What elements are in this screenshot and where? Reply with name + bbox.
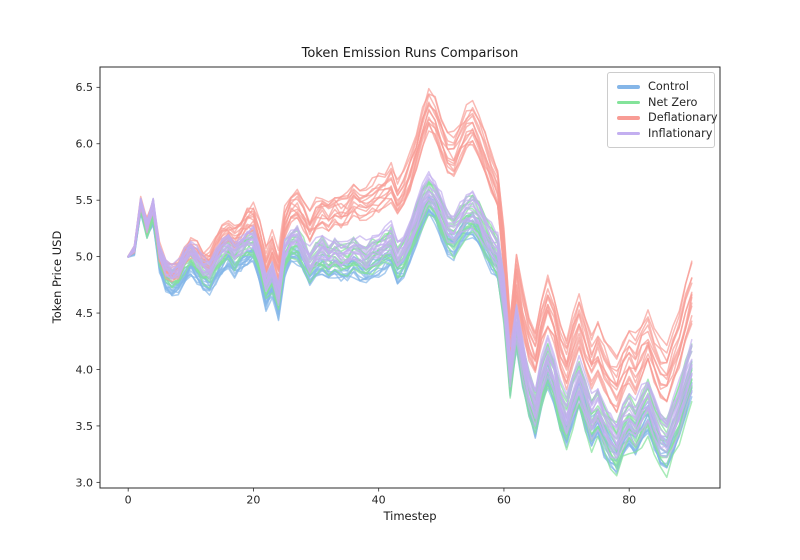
y-tick-label: 4.5 [76,307,94,320]
series-deflationary [127,87,693,414]
y-axis-ticks: 3.0 3.5 4.0 4.5 5.0 5.5 6.0 6.5 [76,81,100,489]
legend-item-deflationary: Deflationary [617,110,718,126]
x-tick-label: 40 [372,494,386,507]
legend-label-deflationary: Deflationary [648,111,718,125]
legend-item-net-zero: Net Zero [617,95,706,111]
y-axis-label: Token Price USD [50,230,64,324]
legend-item-inflationary: Inflationary [617,126,712,142]
y-tick-label: 3.0 [76,476,94,489]
legend: Control Net Zero Deflationary Inflationary [607,72,718,148]
x-tick-label: 80 [622,494,636,507]
x-axis-label: Timestep [383,509,437,523]
y-tick-label: 5.5 [76,194,94,207]
legend-label-net-zero: Net Zero [648,95,698,109]
series-inflationary [127,170,693,459]
run-line-deflationary [127,108,693,386]
y-tick-label: 3.5 [76,420,94,433]
legend-swatch-net-zero [617,100,640,104]
x-tick-label: 20 [246,494,260,507]
run-line-inflationary [127,173,693,428]
legend-label-inflationary: Inflationary [648,126,713,140]
legend-item-control: Control [617,79,706,95]
x-axis-ticks: 0 20 40 60 80 [125,488,636,507]
y-tick-label: 5.0 [76,251,94,264]
run-lines-layer [127,87,693,479]
axes-frame [99,66,721,489]
legend-swatch-deflationary [617,116,640,120]
run-line-inflationary [127,170,693,427]
legend-label-control: Control [648,80,689,94]
x-tick-label: 60 [497,494,511,507]
run-line-net-zero [127,199,693,464]
run-line-inflationary [127,176,693,431]
y-tick-label: 4.0 [76,363,94,376]
y-tick-label: 6.5 [76,81,94,94]
x-tick-label: 0 [125,494,132,507]
y-tick-label: 6.0 [76,138,94,151]
run-line-deflationary [127,93,693,358]
plot-title: Token Emission Runs Comparison [301,46,519,61]
legend-swatch-inflationary [617,131,640,135]
legend-swatch-control [617,85,640,89]
